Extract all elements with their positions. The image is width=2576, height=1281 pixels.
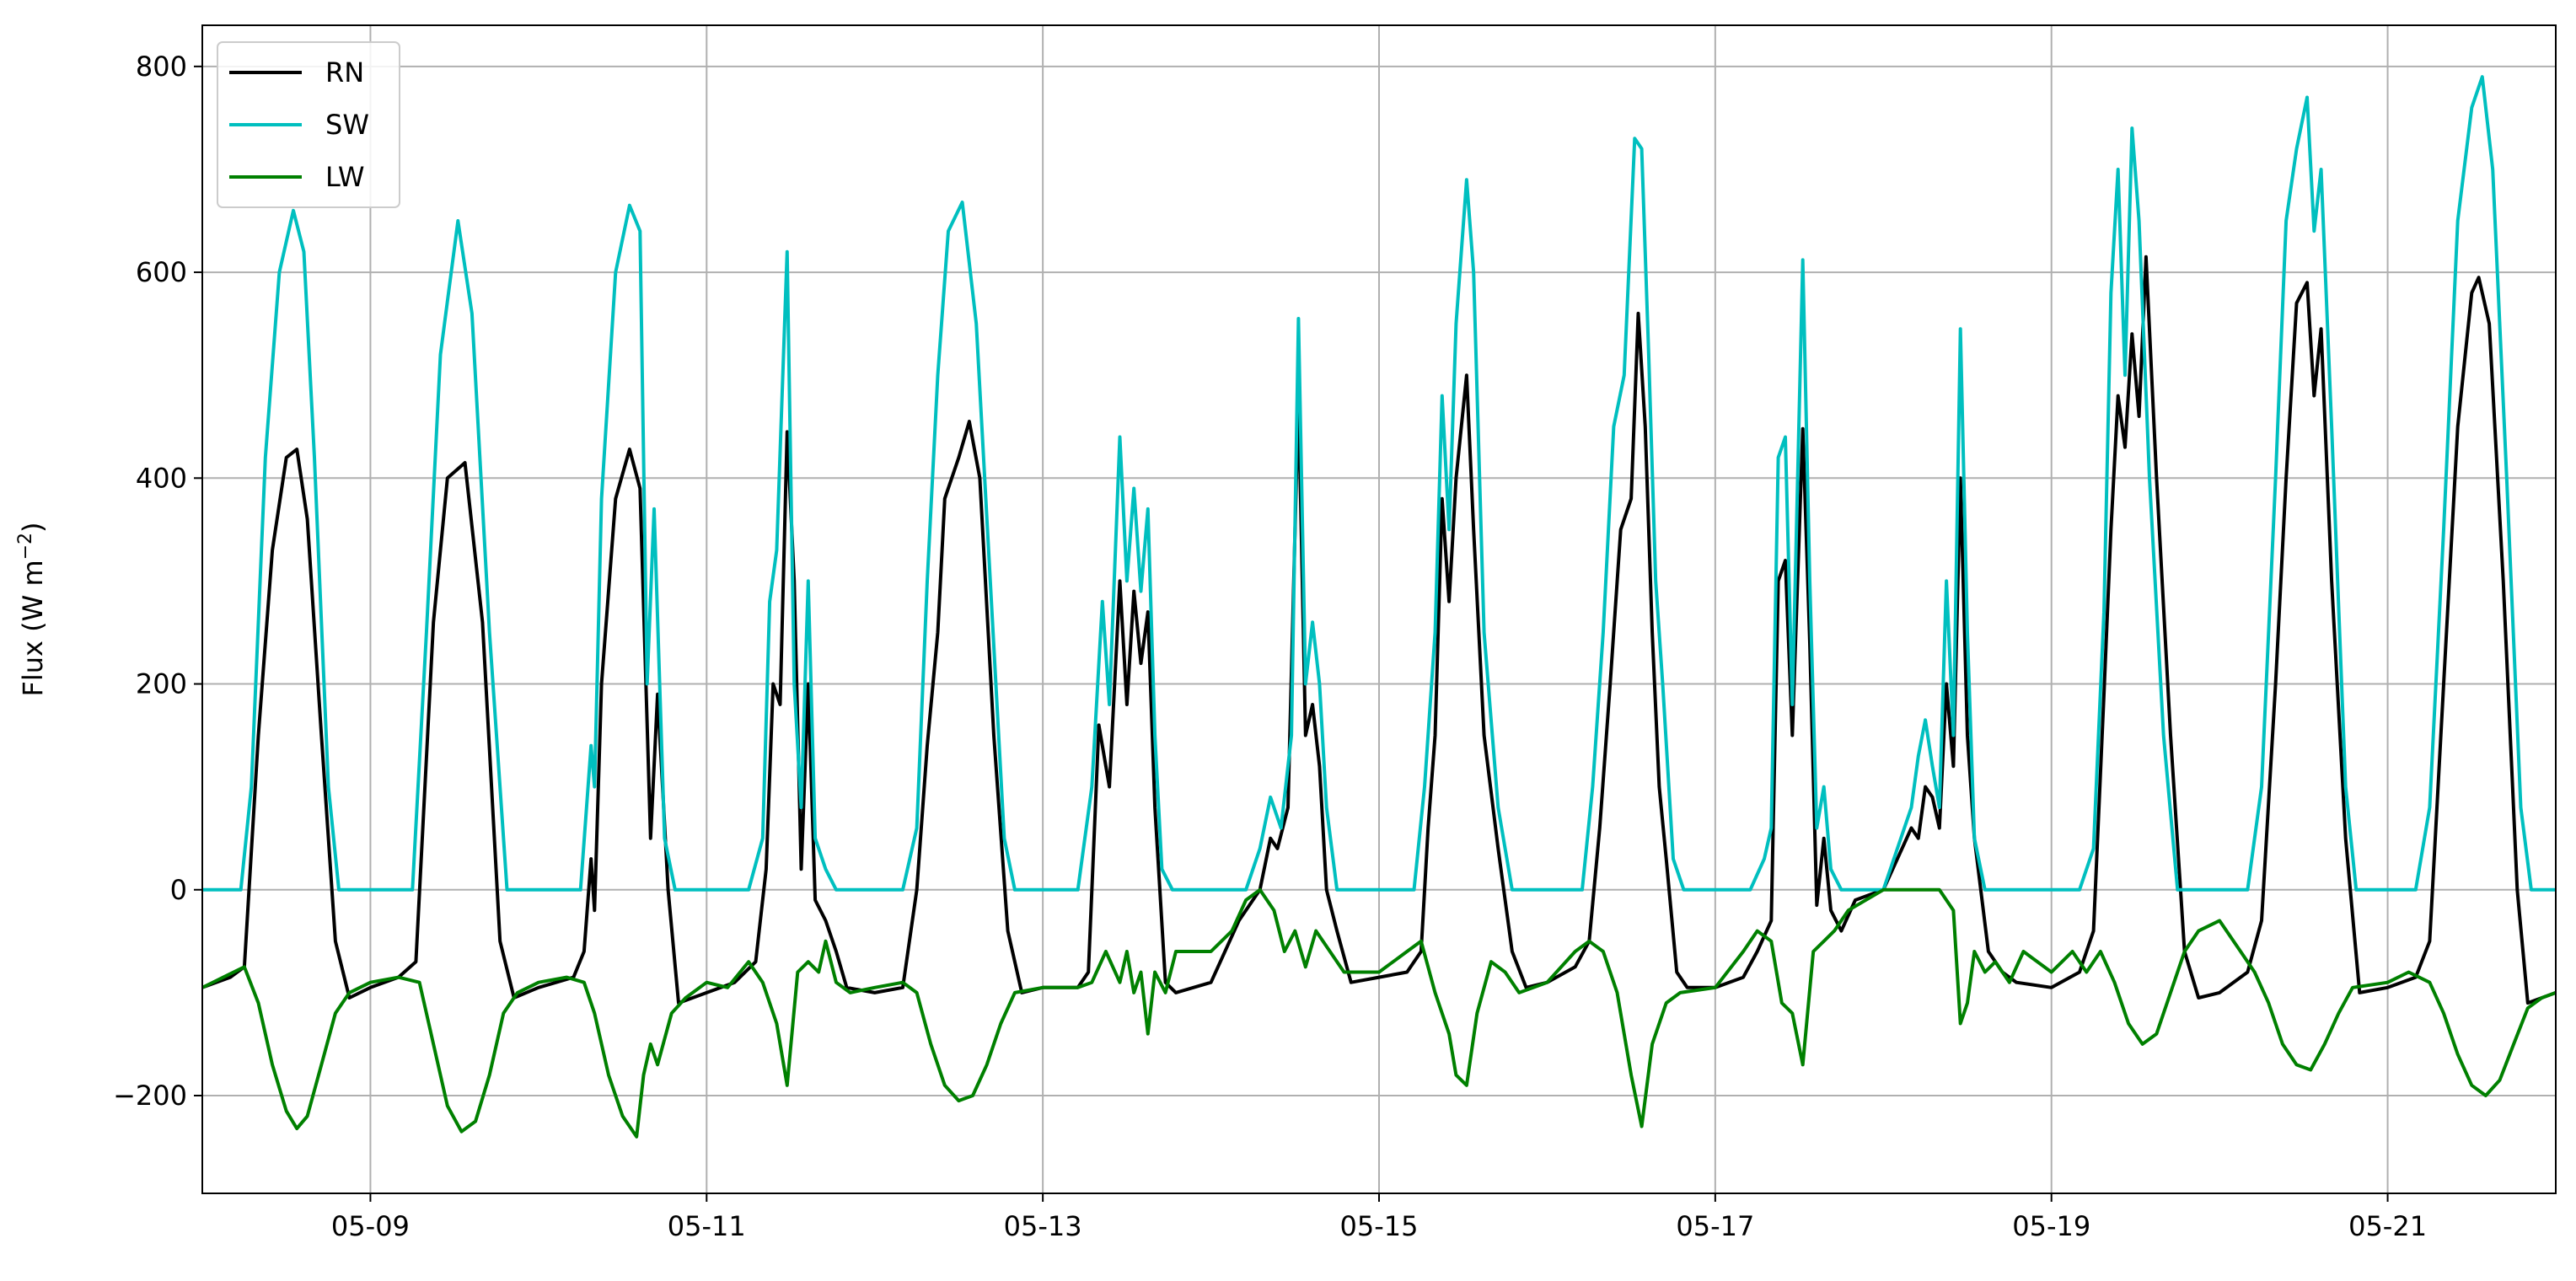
y-tick-label: 0: [170, 874, 187, 906]
y-axis-label-end: ): [17, 522, 49, 532]
axis-ticks: 05-09 05-11 05-13 05-15 05-17 05-19 05-21 −200 0…: [113, 51, 2427, 1242]
series-line-lw: [202, 887, 2556, 1139]
legend-label-lw: LW: [325, 161, 365, 193]
x-tick-label: 05-17: [1676, 1210, 1754, 1242]
series-lines: [202, 75, 2556, 1139]
series-line-rn: [202, 255, 2556, 1005]
series-line-sw: [202, 75, 2556, 892]
y-tick-label: 600: [136, 256, 187, 288]
y-tick-label: 200: [136, 668, 187, 700]
x-tick-label: 05-11: [668, 1210, 746, 1242]
x-tick-label: 05-13: [1004, 1210, 1082, 1242]
y-axis-label: Flux (W m−2): [15, 522, 49, 696]
x-tick-label: 05-15: [1340, 1210, 1419, 1242]
x-tick-label: 05-19: [2012, 1210, 2090, 1242]
y-tick-label: −200: [113, 1080, 187, 1112]
y-axis-label-base: Flux (W m: [17, 560, 49, 696]
y-tick-label: 800: [136, 51, 187, 83]
legend: RN SW LW: [217, 41, 400, 208]
y-tick-label: 400: [136, 462, 187, 494]
legend-label-sw: SW: [325, 109, 369, 141]
y-axis-label-sup: −2: [15, 533, 36, 560]
x-tick-label: 05-21: [2348, 1210, 2427, 1242]
legend-label-rn: RN: [325, 56, 364, 88]
x-tick-label: 05-09: [331, 1210, 410, 1242]
legend-box: [217, 41, 400, 208]
